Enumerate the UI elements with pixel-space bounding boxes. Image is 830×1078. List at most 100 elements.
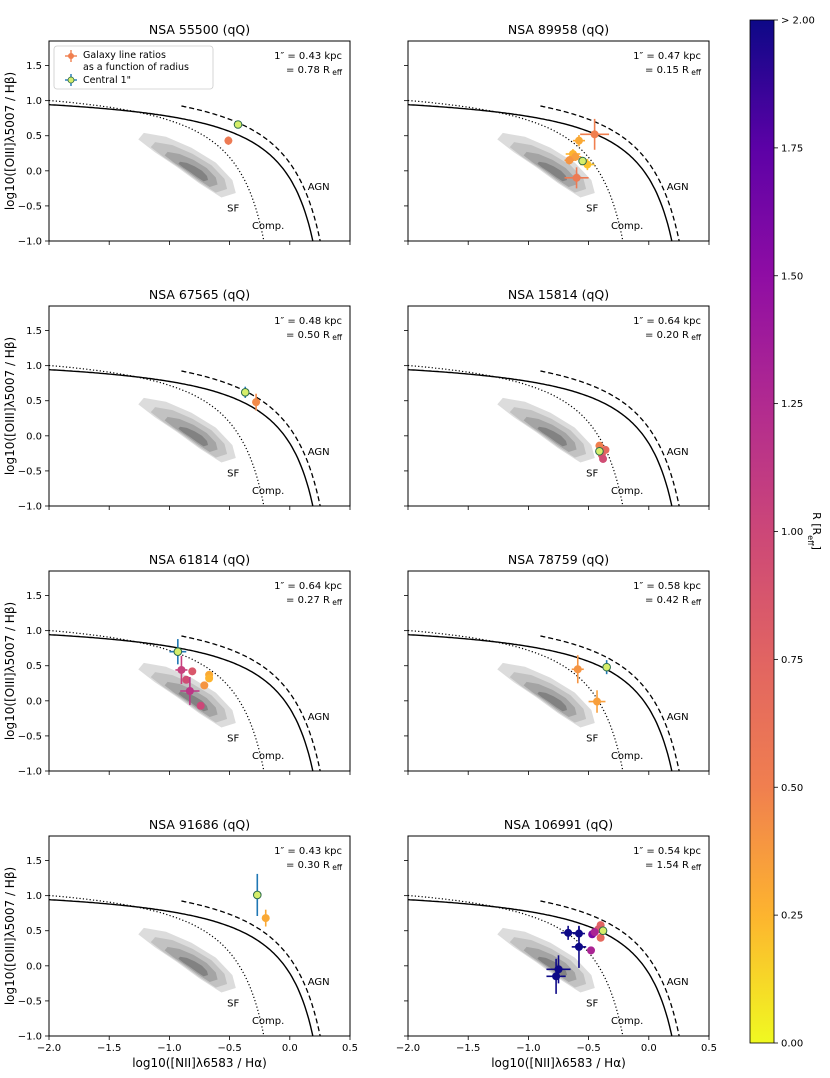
y-tick-label: −1.0 bbox=[18, 502, 42, 513]
sf-label: SF bbox=[586, 734, 598, 745]
scale-reff: = 0.78 R bbox=[286, 65, 330, 76]
y-tick-label: 0.0 bbox=[26, 696, 42, 707]
density-level-4 bbox=[537, 161, 567, 182]
axes-frame bbox=[48, 570, 351, 772]
y-tick-label: 0.0 bbox=[26, 166, 42, 177]
y-tick-label: 1.5 bbox=[26, 591, 42, 602]
sf-label: SF bbox=[227, 469, 239, 480]
y-axis-label: log10([OIII]λ5007 / Hβ) bbox=[3, 602, 17, 740]
radial-point bbox=[182, 675, 191, 684]
agn-boundary-line bbox=[181, 900, 321, 1036]
radial-point-marker bbox=[596, 933, 605, 942]
kewley-line bbox=[49, 633, 314, 771]
radial-point-marker bbox=[200, 681, 209, 690]
radial-point-marker bbox=[185, 687, 194, 695]
kewley-line bbox=[49, 898, 314, 1036]
kewley-line bbox=[49, 103, 314, 241]
data-points bbox=[564, 118, 610, 189]
data-points bbox=[571, 655, 611, 713]
kauffmann-line bbox=[408, 99, 624, 241]
agn-label: AGN bbox=[667, 447, 689, 458]
sf-density bbox=[138, 132, 236, 198]
x-tick-label: −2.0 bbox=[37, 1043, 61, 1054]
sf-label: SF bbox=[227, 204, 239, 215]
radial-point bbox=[580, 118, 610, 150]
scale-reff-sub: eff bbox=[691, 598, 702, 607]
radial-point bbox=[599, 454, 608, 463]
ticks: −1.0 −0.5 0.0 0.5 1.0 1.5 bbox=[18, 591, 351, 778]
kewley-line bbox=[49, 368, 314, 506]
density-level-4 bbox=[537, 691, 567, 712]
x-tick-label: −0.5 bbox=[217, 1043, 241, 1054]
radial-point-marker bbox=[590, 928, 599, 937]
radial-point-marker bbox=[573, 665, 582, 674]
colorbar-tick-label: 0.00 bbox=[781, 1039, 803, 1050]
colorbar-tick-label: 1.25 bbox=[781, 399, 803, 410]
kewley-line bbox=[408, 103, 673, 241]
radial-point bbox=[571, 925, 587, 968]
colorbar-tick-label: > 2.00 bbox=[781, 16, 815, 27]
radial-point bbox=[587, 946, 596, 955]
axes-frame bbox=[407, 40, 710, 242]
plot-area: SF Comp. AGN bbox=[49, 873, 330, 1036]
y-tick-label: 1.0 bbox=[26, 361, 42, 372]
scale-reff-sub: eff bbox=[332, 598, 343, 607]
y-axis-label: log10([OIII]λ5007 / Hβ) bbox=[3, 72, 17, 210]
radial-point bbox=[564, 167, 589, 189]
plot-area: SF Comp. AGN bbox=[408, 364, 689, 506]
radial-point-marker bbox=[261, 914, 270, 923]
radial-point-marker bbox=[564, 928, 573, 937]
scale-reff-sub: eff bbox=[332, 68, 343, 77]
sf-density bbox=[497, 132, 595, 198]
agn-boundary-line bbox=[540, 635, 680, 771]
radial-point-marker bbox=[177, 665, 186, 674]
sf-density bbox=[138, 397, 236, 463]
scale-kpc: 1″ = 0.47 kpc bbox=[633, 51, 701, 62]
scale-kpc: 1″ = 0.43 kpc bbox=[274, 846, 342, 857]
comp-label: Comp. bbox=[252, 486, 284, 497]
radial-point-marker bbox=[599, 454, 608, 463]
axes-frame bbox=[48, 835, 351, 1037]
data-points bbox=[169, 639, 214, 710]
radial-point bbox=[175, 655, 188, 684]
panel-title: NSA 91686 (qQ) bbox=[149, 817, 250, 832]
density-level-4 bbox=[537, 426, 567, 447]
sf-density bbox=[497, 662, 595, 728]
sf-label: SF bbox=[586, 469, 598, 480]
x-tick-label: −1.5 bbox=[97, 1043, 121, 1054]
agn-label: AGN bbox=[308, 977, 330, 988]
plot-area: SF Comp. AGN bbox=[49, 99, 330, 241]
density-level-4 bbox=[178, 426, 208, 447]
kewley-line bbox=[408, 633, 673, 771]
agn-label: AGN bbox=[667, 182, 689, 193]
x-tick-label: 0.5 bbox=[342, 1043, 358, 1054]
panel-3: SF Comp. AGN NSA 67565 (qQ) 1″ = 0.48 kpc = 0… bbox=[3, 287, 351, 513]
radial-point-marker bbox=[205, 674, 214, 683]
colorbar-tick-label: 0.25 bbox=[781, 911, 803, 922]
radial-point bbox=[180, 676, 200, 706]
y-tick-label: 0.5 bbox=[26, 926, 42, 937]
x-axis-label: log10([NII]λ6583 / Hα) bbox=[132, 1056, 267, 1070]
panel-title: NSA 55500 (qQ) bbox=[149, 22, 250, 37]
sf-density bbox=[138, 662, 236, 728]
radial-point bbox=[196, 701, 205, 710]
kewley-line bbox=[408, 898, 673, 1036]
data-points bbox=[240, 386, 261, 411]
x-axis-label: log10([NII]λ6583 / Hα) bbox=[491, 1056, 626, 1070]
radial-point bbox=[596, 933, 605, 942]
y-tick-label: 1.5 bbox=[26, 856, 42, 867]
central-point-marker bbox=[233, 120, 243, 129]
colorbar: 0.00 0.25 0.50 0.75 1.00 1.25 1.50 1.75 > 2.00 R… bbox=[749, 16, 823, 1050]
scale-reff: = 0.30 R bbox=[286, 860, 330, 871]
colorbar-tick-label: 0.75 bbox=[781, 655, 803, 666]
radial-point-marker bbox=[252, 398, 261, 407]
central-point-marker bbox=[595, 446, 604, 456]
y-tick-label: −0.5 bbox=[18, 731, 42, 742]
panel-6: SF Comp. AGN NSA 78759 (qQ) 1″ = 0.58 kpc = 0… bbox=[404, 552, 710, 775]
radial-point-marker bbox=[593, 697, 602, 706]
scale-reff: = 0.27 R bbox=[286, 595, 330, 606]
central-point bbox=[602, 660, 611, 675]
agn-label: AGN bbox=[667, 712, 689, 723]
kauffmann-line bbox=[408, 364, 624, 506]
central-point-marker bbox=[602, 662, 611, 672]
